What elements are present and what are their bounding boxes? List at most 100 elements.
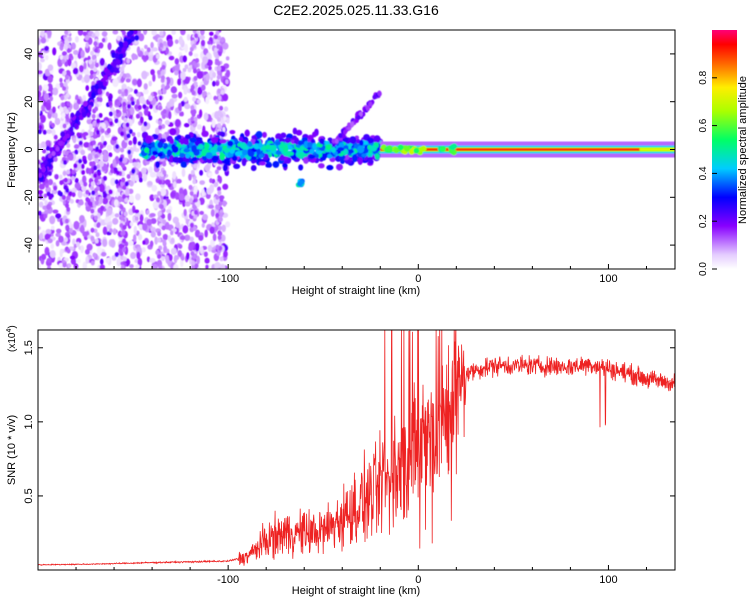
noise-column-blob [194, 263, 199, 269]
streak-blob [105, 69, 111, 76]
noise-column-blob [191, 90, 196, 96]
noise-blob [38, 201, 44, 208]
noise-column-blob [214, 225, 219, 231]
noise-column-blob [157, 89, 162, 95]
noise-blob [101, 31, 108, 37]
snr-xtick-label: 100 [599, 574, 617, 586]
carrier-blob [439, 145, 446, 152]
band-blob [251, 156, 257, 161]
noise-blob [223, 250, 228, 258]
band-blob [233, 163, 241, 169]
noise-column-blob [95, 195, 100, 201]
band-blob [172, 156, 180, 164]
noise-blob [225, 79, 229, 85]
noise-blob [97, 74, 102, 79]
streak-blob [38, 210, 42, 216]
noise-blob [112, 30, 119, 35]
band-blob [151, 150, 158, 156]
noise-blob [112, 217, 119, 225]
spectrogram-xlabel: Height of straight line (km) [292, 285, 420, 297]
noise-blob [179, 235, 186, 241]
noise-column-blob [90, 181, 95, 187]
noise-column-blob [122, 247, 127, 253]
noise-blob [85, 85, 90, 91]
noise-column-blob [190, 116, 195, 122]
noise-blob [59, 248, 63, 258]
noise-blob [150, 226, 156, 232]
band-blob [269, 144, 277, 152]
noise-column-blob [62, 262, 67, 268]
noise-blob [38, 226, 41, 231]
noise-blob [170, 247, 177, 255]
noise-column-blob [162, 170, 167, 176]
noise-blob [203, 112, 209, 121]
noise-column-blob [89, 145, 94, 151]
noise-column-blob [159, 204, 164, 210]
band-blob [299, 145, 305, 151]
noise-column-blob [157, 69, 162, 75]
noise-blob [96, 175, 102, 180]
noise-column-blob [214, 182, 219, 188]
noise-column-blob [193, 75, 198, 81]
band-tail-blob [347, 122, 352, 128]
streak-blob [114, 118, 119, 124]
noise-column-blob [188, 184, 193, 190]
band-blob [244, 129, 250, 137]
noise-blob [176, 178, 182, 184]
spectrogram-ytick-label: -40 [23, 237, 35, 253]
band-blob [216, 147, 223, 152]
noise-blob [186, 33, 191, 41]
noise-blob [148, 166, 153, 174]
snr-ytick-label: 1.5 [23, 340, 35, 355]
noise-column-blob [190, 169, 195, 175]
noise-column-blob [65, 224, 70, 230]
noise-blob [76, 98, 81, 105]
noise-blob [114, 252, 120, 258]
noise-blob [146, 209, 150, 215]
noise-column-blob [64, 30, 69, 35]
noise-column-blob [123, 157, 128, 163]
noise-blob [46, 203, 52, 210]
streak-blob [73, 163, 78, 169]
noise-column-blob [217, 186, 222, 192]
noise-blob [168, 111, 172, 120]
band-blob [284, 137, 292, 144]
noise-blob [170, 191, 176, 198]
streak-blob [108, 152, 113, 158]
streak-blob [117, 46, 122, 53]
noise-column-blob [219, 197, 224, 203]
noise-blob [99, 183, 105, 193]
spectrogram-ticks: -100 0 100 -40 -20 0 20 40 [23, 48, 675, 285]
noise-blob [80, 149, 86, 156]
noise-column-blob [67, 263, 72, 269]
noise-column-blob [215, 244, 220, 250]
noise-blob [211, 119, 216, 128]
spectrogram-xtick-label: 100 [599, 273, 617, 285]
noise-blob [165, 76, 171, 85]
noise-column-blob [157, 231, 162, 237]
band-blob [183, 148, 190, 153]
band-blob [362, 140, 369, 145]
band-blob [157, 141, 164, 149]
noise-column-blob [158, 223, 163, 229]
spectrogram-ytick-label: 0 [23, 146, 35, 152]
noise-blob [111, 254, 117, 261]
streak-blob [48, 157, 53, 164]
band-tail-blob [350, 121, 355, 127]
noise-blob [132, 78, 138, 86]
snr-frame [37, 329, 676, 571]
noise-blob [201, 222, 205, 228]
noise-column-blob [88, 59, 93, 65]
noise-blob [144, 44, 148, 50]
streak-blob [63, 185, 68, 191]
noise-column-blob [215, 59, 220, 65]
noise-blob [212, 233, 217, 242]
streak-blob [39, 214, 44, 220]
noise-column-blob [218, 201, 223, 207]
noise-blob [199, 169, 204, 176]
noise-blob [194, 229, 201, 238]
noise-blob [185, 218, 189, 225]
streak-blob [78, 158, 83, 164]
noise-column-blob [90, 208, 95, 214]
noise-blob [114, 213, 120, 218]
